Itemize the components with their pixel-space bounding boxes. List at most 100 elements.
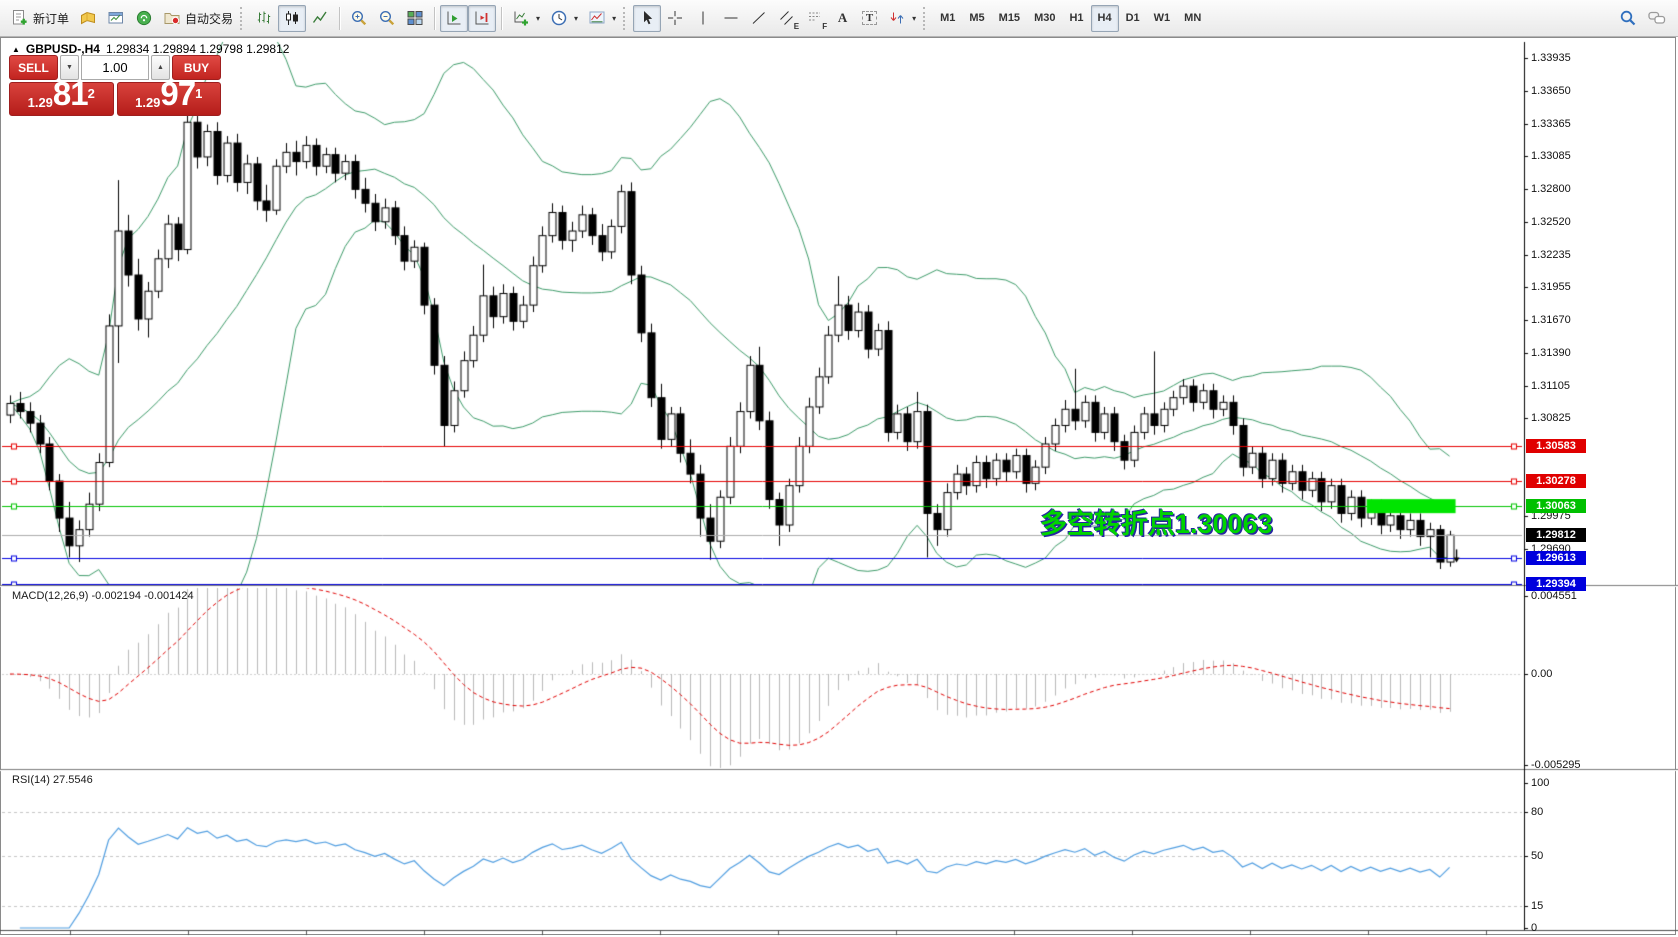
sell-price-display[interactable]: 1.29 81 2 (9, 75, 114, 116)
toolbar-grip (923, 6, 928, 30)
scale-label: 1.30825 (1531, 411, 1571, 424)
sell-price-prefix: 1.29 (27, 95, 53, 110)
periods-button[interactable]: ▾ (545, 5, 583, 32)
timeframe-mn-button[interactable]: MN (1177, 5, 1208, 32)
main-toolbar: 新订单 自动交易 (0, 0, 1678, 37)
sell-price-point: 2 (87, 86, 95, 101)
volume-increase-button[interactable]: ▲ (151, 55, 170, 80)
scale-label: 1.33935 (1531, 52, 1571, 64)
buy-price-display[interactable]: 1.29 97 1 (116, 75, 221, 116)
buy-price-pips: 97 (160, 75, 196, 112)
profiles-icon (81, 11, 96, 25)
scale-label: 1.31390 (1531, 346, 1571, 359)
sell-button[interactable]: SELL (9, 55, 58, 80)
chart-shift-button[interactable] (468, 4, 497, 32)
macd-value-signal: -0.001424 (144, 590, 194, 602)
scale-label: 1.31670 (1531, 314, 1571, 327)
timeframe-d1-button[interactable]: D1 (1119, 5, 1147, 32)
cursor-tool-button[interactable] (633, 4, 662, 32)
arrows-caret-icon: ▾ (912, 13, 917, 23)
buy-button[interactable]: BUY (172, 55, 221, 80)
templates-icon (589, 11, 605, 24)
timeframe-w1-button[interactable]: W1 (1147, 5, 1178, 32)
scale-label: 1.29975 (1531, 510, 1571, 523)
fibonacci-letter: F (822, 21, 828, 31)
crosshair-tool-button[interactable] (661, 5, 689, 32)
timeframe-h4-button[interactable]: H4 (1090, 4, 1119, 32)
crosshair-icon (668, 11, 683, 25)
timeframe-m1-button[interactable]: M1 (933, 5, 962, 32)
signals-button[interactable] (130, 5, 158, 32)
auto-scroll-button[interactable] (440, 4, 469, 32)
rsi-name: RSI(14) (12, 774, 50, 786)
scale-label: 1.33085 (1531, 150, 1571, 163)
new-order-button[interactable]: 新订单 (6, 5, 74, 32)
autotrading-button[interactable]: 自动交易 (158, 5, 238, 32)
trendline-tool-button[interactable] (745, 5, 773, 32)
chat-button[interactable] (1642, 5, 1672, 32)
bar-chart-icon (257, 11, 271, 24)
vertical-line-tool-button[interactable] (689, 5, 717, 32)
toolbar-separator (339, 6, 341, 30)
timeframe-h1-button[interactable]: H1 (1062, 5, 1090, 32)
toolbar-separator (434, 6, 436, 30)
toolbar-grip (623, 6, 628, 30)
arrows-tool-button[interactable]: ▾ (883, 5, 921, 32)
scale-label: 50 (1531, 849, 1544, 862)
candlestick-mode-button[interactable] (278, 4, 307, 32)
channel-tool-button[interactable]: E (773, 5, 801, 32)
cursor-icon (644, 11, 653, 25)
scale-label: 1.33365 (1531, 117, 1571, 130)
text-label-tool-button[interactable]: T (856, 5, 883, 32)
rsi-indicator-label: RSI(14) 27.5546 (12, 774, 93, 786)
line-chart-mode-button[interactable] (306, 5, 334, 32)
text-tool-button[interactable]: A (829, 5, 856, 32)
profiles-button[interactable] (74, 5, 102, 32)
scale-label: 15 (1531, 900, 1544, 913)
search-button[interactable] (1614, 5, 1642, 32)
volume-decrease-button[interactable]: ▼ (60, 55, 79, 80)
indicators-caret-icon: ▾ (536, 13, 541, 23)
price-badge: 1.29812 (1526, 528, 1586, 543)
indicators-icon (514, 11, 529, 26)
timeframe-m30-button[interactable]: M30 (1027, 5, 1062, 32)
rsi-value: 27.5546 (52, 774, 93, 786)
volume-input[interactable] (81, 55, 149, 80)
one-click-trading-panel: SELL ▼ ▲ BUY 1.29 81 2 1.29 97 1 (9, 55, 221, 116)
channel-letter: E (793, 21, 800, 31)
templates-caret-icon: ▾ (612, 13, 617, 23)
horizontal-line-tool-button[interactable] (717, 5, 745, 32)
sell-price-pips: 81 (52, 75, 89, 112)
scale-label: -0.005295 (1531, 759, 1581, 772)
price-badge: 1.30278 (1526, 474, 1586, 489)
chart-symbol-period: GBPUSD-,H4 (25, 42, 100, 56)
collapse-chart-icon[interactable]: ▲ (12, 44, 20, 54)
toolbar-separator (501, 6, 503, 30)
buy-price-point: 1 (195, 86, 203, 101)
fibonacci-tool-button[interactable]: F (801, 5, 829, 32)
zoom-in-button[interactable] (345, 5, 373, 32)
bar-chart-mode-button[interactable] (250, 5, 278, 32)
new-chart-icon (108, 12, 124, 24)
new-chart-button[interactable] (102, 5, 130, 32)
templates-button[interactable]: ▾ (583, 5, 621, 32)
zoom-out-icon (380, 10, 395, 26)
timeframe-m15-button[interactable]: M15 (992, 5, 1027, 32)
auto-scroll-icon (447, 11, 461, 25)
timeframe-m5-button[interactable]: M5 (962, 5, 991, 32)
candlestick-icon (286, 11, 299, 25)
toolbar-grip (240, 6, 245, 30)
chart-title: ▲ GBPUSD-,H4 1.29834 1.29894 1.29798 1.2… (12, 42, 289, 56)
autotrading-icon (164, 13, 180, 25)
indicators-button[interactable]: ▾ (507, 5, 545, 32)
macd-value-main: -0.002194 (91, 590, 142, 602)
tile-windows-button[interactable] (401, 5, 429, 32)
zoom-out-button[interactable] (373, 5, 401, 32)
scale-label: 0.00 (1531, 668, 1553, 680)
periods-caret-icon: ▾ (574, 13, 579, 23)
spinner-down-icon: ▼ (66, 64, 73, 71)
tile-windows-icon (407, 11, 423, 25)
autotrading-label: 自动交易 (185, 11, 234, 26)
